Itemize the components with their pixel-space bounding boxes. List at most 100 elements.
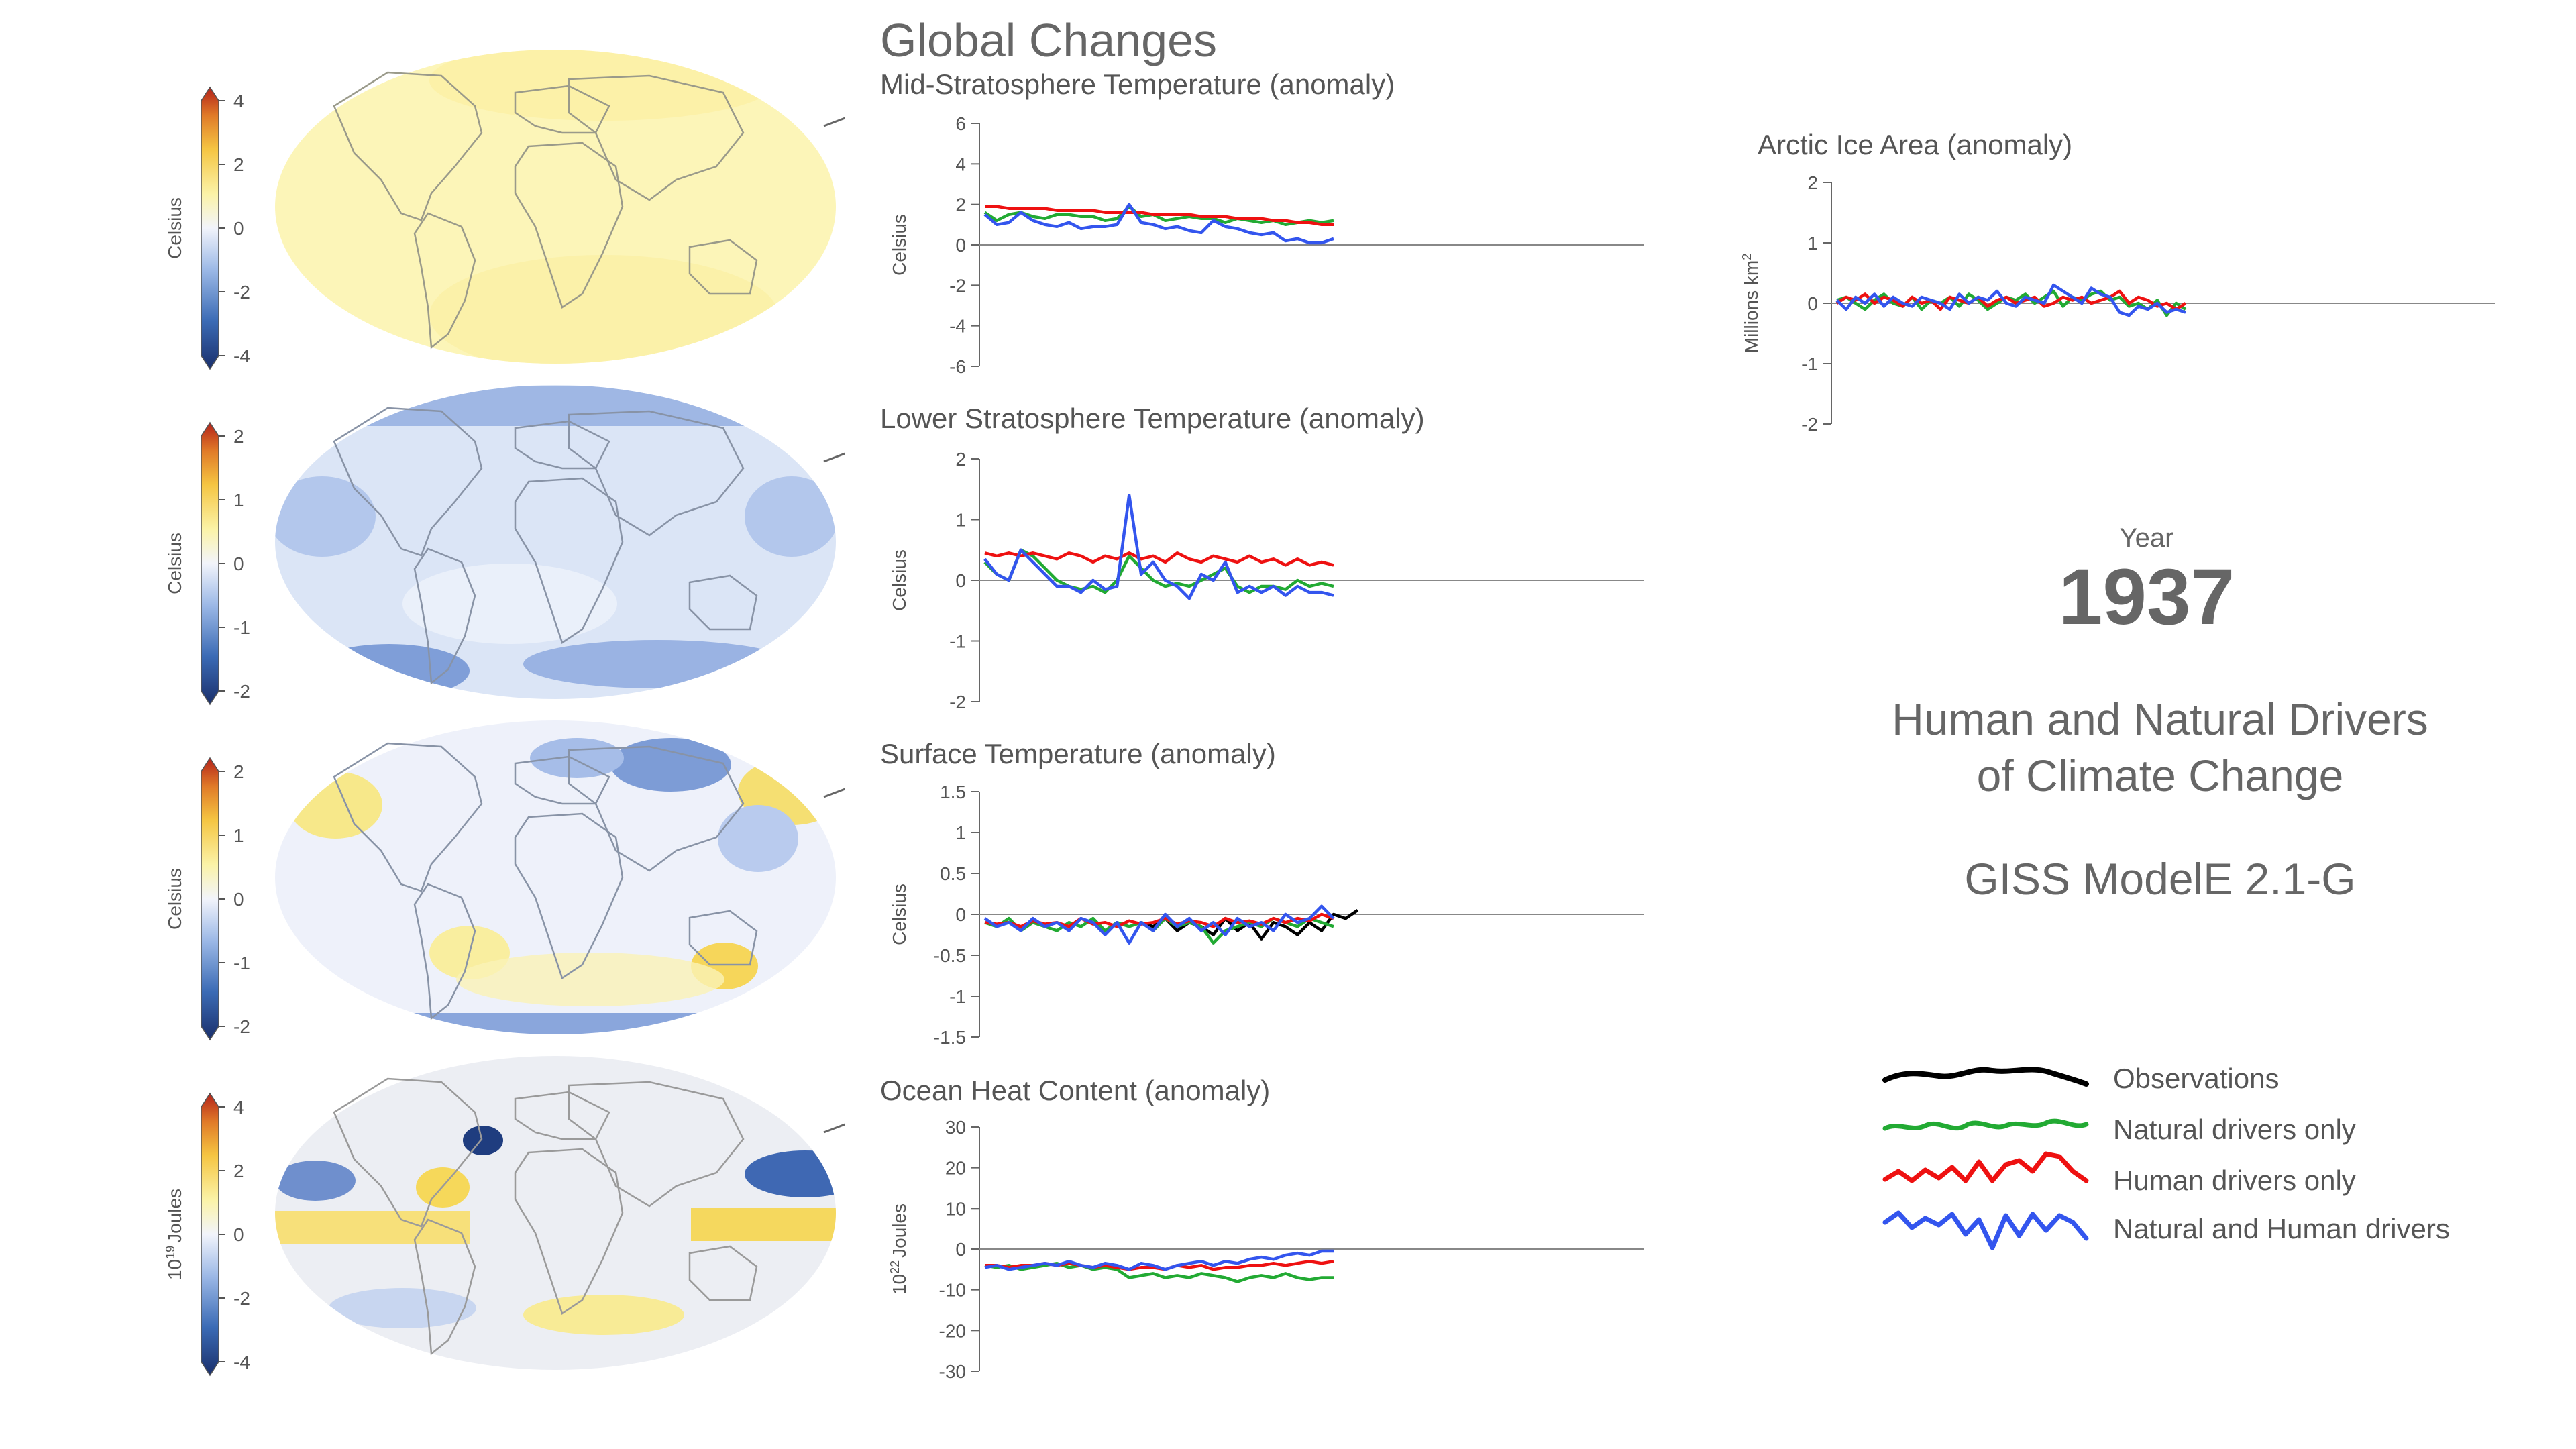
y-axis-label: Celsius [889,883,910,945]
colorbar-tick-label: 2 [233,761,244,782]
y-tick-label: 0 [955,1239,966,1260]
colorbar-tick-label: 2 [233,1161,244,1181]
colorbar-tick-label: -4 [233,1352,250,1373]
y-tick-label: -2 [1801,414,1818,435]
y-tick-label: -1.5 [934,1027,966,1048]
colorbar-tick-label: -2 [233,1016,250,1037]
chart-surface: 1.5 1 0.5 0 -0.5 -1 -1.5 Celsius [889,782,1644,1048]
year-value: 1937 [2058,553,2235,641]
legend-swatch-observations [1882,1067,2089,1087]
chart-title-lower-strat: Lower Stratosphere Temperature (anomaly) [880,402,1425,434]
series-line-both [983,203,1334,245]
colorbar-label: Celsius [164,868,185,930]
colorbar-tick-label: -4 [233,345,250,366]
series-line-both [984,1249,1334,1271]
y-axis-label: 1022Joules [888,1203,910,1295]
series-line-human [984,551,1334,567]
y-axis-label: Celsius [889,549,910,611]
y-tick-label: -30 [939,1361,966,1382]
colorbar-tick-label: 2 [233,154,244,175]
y-tick-label: 1 [955,510,966,531]
chart-title-surface: Surface Temperature (anomaly) [880,738,1276,769]
y-tick-label: -1 [949,631,966,652]
year-label: Year [2119,523,2174,553]
y-tick-label: 0 [955,570,966,591]
y-tick-label: -1 [1801,354,1818,374]
legend-label-observations: Observations [2113,1063,2279,1094]
colorbar-label: Celsius [164,533,185,594]
chart-title-ocean: Ocean Heat Content (anomaly) [880,1075,1271,1106]
colorbar-tick-label: -1 [233,617,250,638]
y-tick-label: -4 [949,316,966,337]
colorbar-mid-strat: 4 2 0 -2 -4 Celsius [164,86,250,370]
legend-swatch-human [1882,1151,2089,1183]
y-tick-label: -6 [949,356,966,377]
y-tick-label: 1 [1807,233,1818,254]
page-title: Global Changes [880,14,1217,66]
colorbar-tick-label: -2 [233,1288,250,1309]
colorbar-tick-label: 0 [233,1224,244,1245]
y-tick-label: 10 [945,1198,966,1219]
y-tick-label: 4 [955,154,966,174]
series-line-both [983,494,1334,600]
y-tick-label: 2 [1807,172,1818,193]
y-tick-label: 30 [945,1117,966,1138]
subtitle-line-2: of Climate Change [1976,751,2344,800]
colorbar-surface: 2 1 0 -1 -2 Celsius [164,757,250,1041]
y-tick-label: -2 [949,275,966,296]
chart-ocean: 30 20 10 0 -10 -20 -30 1022Joules [888,1117,1644,1382]
y-tick-label: 0 [1807,293,1818,314]
colorbar-tick-label: 1 [233,490,244,511]
y-tick-label: 2 [955,449,966,470]
y-tick-label: 2 [955,195,966,215]
map-ocean [275,1056,836,1370]
colorbar-ocean: 4 2 0 -2 -4 1019Joules [164,1092,250,1377]
series-line-both [1835,283,2186,317]
y-tick-label: 0 [955,904,966,925]
colorbar-label: Celsius [164,197,185,259]
colorbar-tick-label: 0 [233,553,244,574]
colorbar-lower-strat: 2 1 0 -1 -2 Celsius [164,421,250,706]
chart-lower-strat: 2 1 0 -1 -2 Celsius [889,449,1644,712]
series-line-human [985,205,1334,227]
colorbar-label: 1019Joules [164,1189,185,1280]
y-axis-label: Millions km2 [1740,254,1762,353]
y-tick-label: 1.5 [940,782,966,802]
legend-label-human: Human drivers only [2113,1165,2356,1196]
colorbar-tick-label: -2 [233,681,250,702]
chart-title-arctic: Arctic Ice Area (anomaly) [1758,129,2073,160]
series-line-natural [984,1261,1334,1283]
colorbar-tick-label: 4 [233,91,244,111]
colorbar-tick-label: -1 [233,953,250,973]
y-tick-label: 0.5 [940,863,966,884]
colorbar-tick-label: 0 [233,218,244,239]
colorbar-tick-label: -2 [233,282,250,303]
y-tick-label: -0.5 [934,945,966,966]
colorbar-tick-label: 0 [233,889,244,910]
series-line-both [983,904,1335,945]
colorbar-tick-label: 2 [233,426,244,447]
y-tick-label: -20 [939,1320,966,1341]
chart-arctic: 2 1 0 -1 -2 Millions km2 [1740,172,2496,435]
maps-panel: 4 2 0 -2 -4 Celsius 2 1 0 -1 -2 Celsius 2 1 0 -1 -2 Celsi… [164,50,845,1377]
colorbar-tick-label: 1 [233,825,244,846]
legend-label-natural: Natural drivers only [2113,1114,2356,1145]
legend-label-both: Natural and Human drivers [2113,1213,2450,1244]
y-tick-label: 6 [955,113,966,134]
y-tick-label: -10 [939,1280,966,1301]
y-axis-label: Celsius [889,214,910,276]
chart-title-mid-strat: Mid-Stratosphere Temperature (anomaly) [880,68,1395,100]
y-tick-label: 0 [955,235,966,256]
y-tick-label: 1 [955,822,966,843]
colorbar-tick-label: 4 [233,1097,244,1118]
legend-swatch-natural [1882,1118,2089,1131]
model-name: GISS ModelE 2.1-G [1964,854,2356,904]
legend-swatches [1882,1067,2089,1250]
chart-mid-strat: 6 4 2 0 -2 -4 -6 Celsius [889,113,1644,377]
legend-swatch-both [1882,1210,2089,1250]
subtitle-line-1: Human and Natural Drivers [1892,694,2428,744]
y-tick-label: -2 [949,692,966,712]
y-tick-label: 20 [945,1158,966,1179]
y-tick-label: -1 [949,986,966,1007]
